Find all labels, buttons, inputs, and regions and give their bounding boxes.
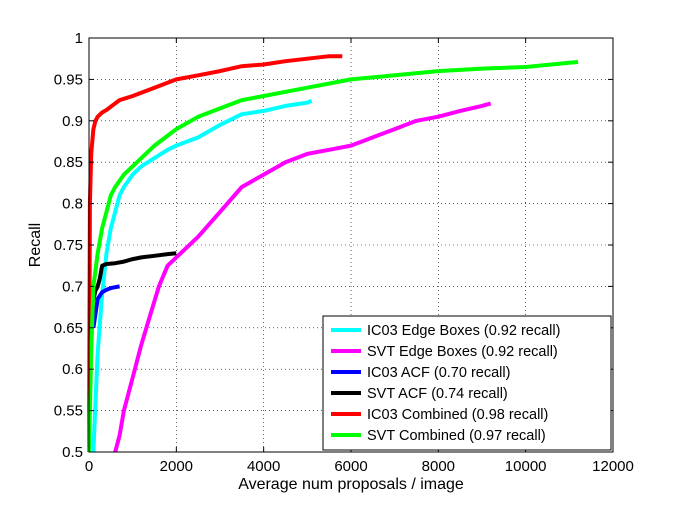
y-tick-label: 0.95 xyxy=(54,71,83,88)
y-axis-ticks: 0.5 0.55 0.6 0.65 0.7 0.75 0.8 0.85 0.9 0.95 1 xyxy=(54,30,613,461)
x-tick-label: 12000 xyxy=(592,458,634,475)
y-tick-label: 0.85 xyxy=(54,154,83,171)
legend-label: IC03 Combined (0.98 recall) xyxy=(367,407,548,423)
x-tick-label: 0 xyxy=(85,458,93,475)
series-line-3 xyxy=(90,251,177,304)
legend-label: IC03 ACF (0.70 recall) xyxy=(367,365,510,381)
x-tick-label: 8000 xyxy=(422,458,455,475)
y-tick-label: 0.6 xyxy=(62,361,83,378)
x-axis-ticks: 0 2000 4000 6000 8000 10000 12000 xyxy=(85,38,634,475)
x-tick-label: 10000 xyxy=(505,458,547,475)
y-tick-label: 0.55 xyxy=(54,403,83,420)
legend-label: SVT Edge Boxes (0.92 recall) xyxy=(367,344,558,360)
series-line-2 xyxy=(91,284,120,329)
x-tick-label: 6000 xyxy=(334,458,367,475)
y-tick-label: 0.9 xyxy=(62,113,83,130)
y-tick-label: 0.75 xyxy=(54,237,83,254)
x-tick-label: 4000 xyxy=(247,458,280,475)
y-tick-label: 0.8 xyxy=(62,196,83,213)
y-tick-label: 0.7 xyxy=(62,278,83,295)
y-tick-label: 0.5 xyxy=(62,444,83,461)
x-tick-label: 2000 xyxy=(160,458,193,475)
series-layer xyxy=(87,54,579,453)
series-line-1 xyxy=(113,101,492,453)
y-tick-label: 1 xyxy=(75,30,83,47)
series-line-5 xyxy=(87,60,579,453)
series-line-4 xyxy=(87,54,343,453)
legend-label: IC03 Edge Boxes (0.92 recall) xyxy=(367,323,560,339)
y-tick-label: 0.65 xyxy=(54,320,83,337)
legend-label: SVT Combined (0.97 recall) xyxy=(367,428,546,444)
y-axis-label: Recall xyxy=(27,223,44,267)
x-axis-label: Average num proposals / image xyxy=(238,476,464,493)
legend-label: SVT ACF (0.74 recall) xyxy=(367,386,508,402)
legend-box xyxy=(322,315,612,451)
series-line-0 xyxy=(91,99,313,453)
legend: IC03 Edge Boxes (0.92 recall) SVT Edge Bo… xyxy=(322,315,612,451)
